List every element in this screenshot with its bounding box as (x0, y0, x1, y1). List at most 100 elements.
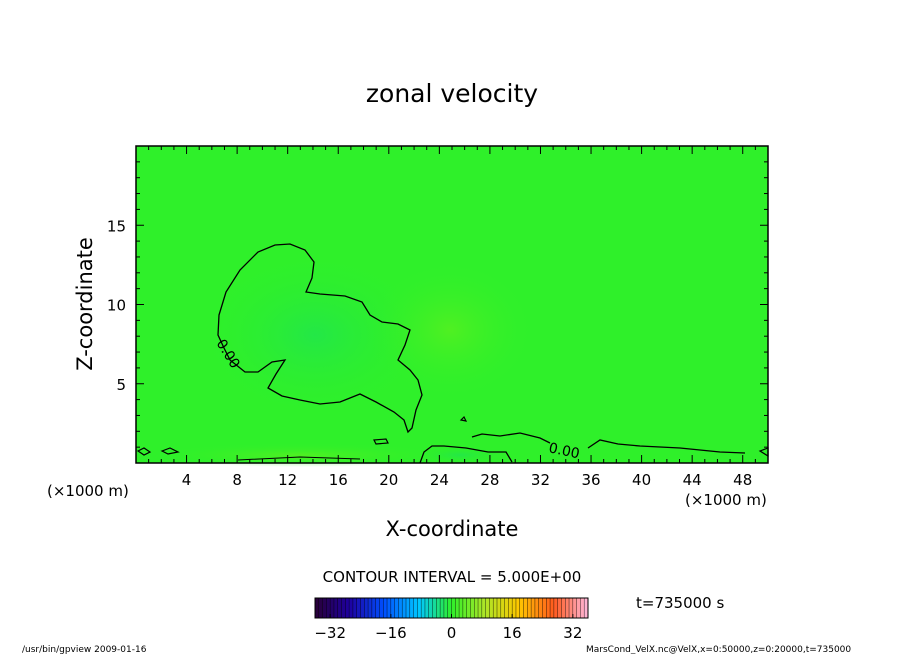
colorbar-segment (368, 598, 373, 618)
velocity-field-positive-region (365, 260, 535, 400)
colorbar-ticks: −32 −16 0 16 32 (314, 614, 582, 642)
colorbar-segment (432, 598, 437, 618)
colorbar-segment (508, 598, 513, 618)
colorbar-segment (360, 598, 365, 618)
zero-contour-small-3 (160, 447, 180, 455)
colorbar-segment (349, 598, 354, 618)
colorbar-tick-label: 16 (503, 624, 522, 642)
colorbar-tick-label: −16 (375, 624, 407, 642)
zero-contour-surface (419, 445, 513, 464)
zero-contour-right (471, 432, 746, 454)
footer-left: /usr/bin/gpview 2009-01-16 (22, 645, 147, 654)
zero-contour-small-4 (459, 415, 468, 422)
colorbar-segment (322, 598, 327, 618)
colorbar-segment (409, 598, 414, 618)
colorbar-segment (580, 598, 585, 618)
colorbar-segment (527, 598, 532, 618)
x-tick-label: 48 (733, 471, 752, 489)
colorbar-segment (455, 598, 460, 618)
colorbar-segment (572, 598, 577, 618)
colorbar-segment (383, 598, 388, 618)
chart-title: zonal velocity (366, 79, 538, 108)
colorbar-segment (375, 598, 380, 618)
x-tick-label: 28 (480, 471, 499, 489)
x-unit-right: (×1000 m) (685, 491, 767, 509)
colorbar-segment (493, 598, 498, 618)
plot-area: 0.00 0.00 (135, 145, 769, 467)
colorbar-segment (421, 598, 426, 618)
colorbar-segment (447, 598, 452, 618)
y-tick-label: 10 (107, 297, 126, 315)
zero-contour-small-1 (373, 438, 389, 445)
colorbar-segment (584, 598, 589, 618)
colorbar-segment (462, 598, 467, 618)
colorbar-segment (402, 598, 407, 618)
colorbar-segment (481, 598, 486, 618)
colorbar-segment (515, 598, 521, 618)
colorbar-segment (569, 598, 574, 618)
colorbar-segment (478, 598, 483, 618)
colorbar-segment (394, 598, 399, 618)
colorbar-segment (459, 598, 464, 618)
colorbar-segment (345, 598, 350, 618)
footer-right: MarsCond_VelX.nc@VelX,x=0:50000,z=0:2000… (586, 645, 851, 654)
colorbar-segment (333, 598, 339, 618)
y-tick-label: 5 (116, 376, 126, 394)
colorbar-segment (356, 598, 361, 618)
colorbar-segment (352, 598, 358, 618)
contour-label-2: 0.00 (547, 440, 581, 462)
colorbar-segment (443, 598, 449, 618)
x-tick-label: 44 (683, 471, 702, 489)
colorbar-segment (474, 598, 479, 618)
time-label: t=735000 s (636, 594, 724, 612)
x-unit-left: (×1000 m) (47, 482, 129, 500)
colorbar-segment (436, 598, 441, 618)
colorbar-segment (534, 598, 540, 618)
x-axis: 4 8 12 16 20 24 28 32 36 40 44 48 (148, 146, 756, 489)
colorbar-segment (576, 598, 581, 618)
x-tick-label: 24 (430, 471, 449, 489)
contour-near-surface (237, 456, 361, 461)
x-tick-label: 40 (632, 471, 651, 489)
x-tick-label: 8 (232, 471, 242, 489)
y-tick-label: 15 (107, 217, 126, 235)
colorbar-tick-label: 0 (447, 624, 457, 642)
colorbar-segment (557, 598, 562, 618)
x-tick-label: 4 (182, 471, 192, 489)
x-tick-label: 32 (531, 471, 550, 489)
colorbar-segment (330, 598, 335, 618)
colorbar-segment (542, 598, 547, 618)
colorbar-segment (440, 598, 445, 618)
colorbar-segment (504, 598, 509, 618)
x-tick-label: 12 (278, 471, 297, 489)
colorbar-segment (565, 598, 570, 618)
colorbar-segment (451, 598, 456, 618)
colorbar-segment (485, 598, 490, 618)
colorbar-segment (553, 598, 558, 618)
colorbar-segment (398, 598, 403, 618)
y-axis: 5 10 15 (107, 161, 768, 448)
colorbar-segment (417, 598, 422, 618)
colorbar-segment (550, 598, 555, 618)
x-tick-label: 36 (581, 471, 600, 489)
colorbar-segment (413, 598, 418, 618)
colorbar-segment (318, 598, 323, 618)
colorbar-segment (315, 598, 320, 618)
colorbar-segment (341, 598, 346, 618)
colorbar-segment (500, 598, 505, 618)
colorbar-segment (489, 598, 494, 618)
colorbar-segment (512, 598, 517, 618)
zero-contour-main (217, 243, 423, 434)
colorbar-segment (523, 598, 528, 618)
colorbar (314, 597, 589, 619)
colorbar-segment (371, 598, 376, 618)
colorbar-segment (531, 598, 536, 618)
colorbar-segment (466, 598, 471, 618)
colorbar-segment (428, 598, 433, 618)
colorbar-segment (406, 598, 411, 618)
colorbar-segment (387, 598, 392, 618)
colorbar-segment (337, 598, 342, 618)
colorbar-tick-label: −32 (314, 624, 346, 642)
x-axis-label: X-coordinate (386, 517, 519, 541)
